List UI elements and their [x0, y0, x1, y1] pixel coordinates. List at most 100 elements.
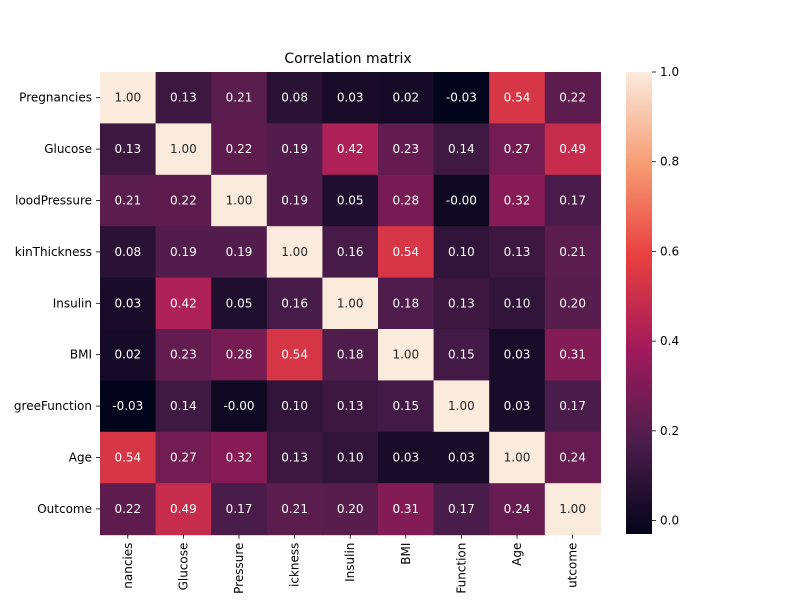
heatmap-cell — [433, 123, 490, 176]
cell-value-label: 0.18 — [392, 296, 419, 310]
heatmap-cell — [266, 72, 323, 124]
cell-value-label: 1.00 — [337, 296, 364, 310]
heatmap-cell — [100, 123, 157, 176]
cell-value-label: -0.00 — [446, 194, 477, 208]
cell-value-label: 0.54 — [281, 348, 308, 362]
heatmap-cell — [489, 72, 546, 124]
col-tick-label: Insulin — [343, 543, 357, 582]
col-tick-labels: nancies Glucose Pressure ickness Insulin BMI F… — [121, 534, 580, 594]
cell-value-label: 0.19 — [170, 245, 197, 259]
row-tick-label: greeFunction — [14, 399, 92, 413]
cell-value-label: 1.00 — [170, 142, 197, 156]
heatmap-cell — [211, 226, 268, 279]
cell-value-label: 0.31 — [392, 502, 419, 516]
heatmap-cell — [322, 483, 379, 536]
cell-value-label: 0.28 — [392, 194, 419, 208]
cell-value-label: 0.17 — [226, 502, 253, 516]
cell-value-label: 0.49 — [170, 502, 197, 516]
heatmap-cell — [100, 226, 157, 279]
heatmap-cell — [211, 72, 268, 124]
cell-value-label: 0.32 — [226, 451, 253, 465]
cell-value-label: 0.13 — [114, 142, 141, 156]
heatmap-cell — [155, 72, 212, 124]
cell-value-label: 0.19 — [226, 245, 253, 259]
col-tick-label: Age — [510, 543, 524, 566]
cell-value-label: 0.05 — [226, 296, 253, 310]
heatmap-cell — [100, 174, 157, 227]
row-tick-label: Age — [69, 451, 92, 465]
heatmap-cell — [211, 483, 268, 536]
cell-value-label: 0.03 — [337, 91, 364, 105]
heatmap-cell — [378, 483, 435, 536]
heatmap-cell — [211, 431, 268, 484]
heatmap-cell — [544, 226, 601, 279]
cell-value-label: 0.22 — [559, 91, 586, 105]
heatmap-cell — [544, 483, 601, 536]
heatmap-cell — [322, 226, 379, 279]
heatmap-cell — [489, 277, 546, 330]
heatmap-cell — [100, 380, 157, 433]
cell-value-label: 0.54 — [114, 451, 141, 465]
heatmap-cell — [155, 431, 212, 484]
heatmap-cell — [433, 431, 490, 484]
heatmap-cell — [378, 174, 435, 227]
heatmap-cell — [155, 277, 212, 330]
cell-value-label: 0.42 — [337, 142, 364, 156]
colorbar-tick-label: 0.0 — [660, 514, 679, 528]
heatmap-cell — [433, 72, 490, 124]
heatmap-cell — [155, 380, 212, 433]
heatmap-cell — [322, 329, 379, 381]
row-tick-label: Insulin — [53, 296, 92, 310]
cell-value-label: 0.05 — [337, 194, 364, 208]
cell-value-label: 0.18 — [337, 348, 364, 362]
cell-value-label: 0.02 — [114, 348, 141, 362]
cell-value-label: 0.21 — [281, 502, 308, 516]
heatmap-cell — [433, 329, 490, 381]
cell-value-label: 1.00 — [281, 245, 308, 259]
col-tick-label: nancies — [121, 543, 135, 589]
heatmap-cell — [544, 174, 601, 227]
heatmap-cell — [322, 174, 379, 227]
heatmap-cell — [155, 329, 212, 381]
heatmap-cell — [489, 431, 546, 484]
cell-value-label: -0.03 — [112, 399, 143, 413]
heatmap-cell — [266, 174, 323, 227]
heatmap-cell — [155, 226, 212, 279]
cell-value-label: 0.03 — [504, 348, 531, 362]
row-tick-label: loodPressure — [15, 194, 92, 208]
heatmap-cell — [378, 380, 435, 433]
heatmap-cell — [155, 123, 212, 176]
cell-value-label: -0.00 — [223, 399, 254, 413]
cell-value-label: 0.23 — [170, 348, 197, 362]
heatmap-cell — [544, 380, 601, 433]
cell-value-label: 0.24 — [504, 502, 531, 516]
cell-value-label: 0.08 — [114, 245, 141, 259]
cell-value-label: 0.13 — [504, 245, 531, 259]
heatmap-cell — [266, 277, 323, 330]
cell-value-label: 0.19 — [281, 142, 308, 156]
cell-value-label: 0.03 — [504, 399, 531, 413]
colorbar-tick-label: 0.6 — [660, 244, 679, 258]
heatmap-cell — [322, 277, 379, 330]
heatmap-cell — [100, 431, 157, 484]
cell-value-label: 0.42 — [170, 296, 197, 310]
heatmap-cell — [211, 329, 268, 381]
heatmap-cell — [433, 277, 490, 330]
chart-title: Correlation matrix — [284, 51, 411, 67]
cell-value-label: 0.13 — [170, 91, 197, 105]
heatmap-cell — [378, 431, 435, 484]
cell-value-label: 0.19 — [281, 194, 308, 208]
heatmap-cell — [322, 72, 379, 124]
col-tick-label: Function — [454, 543, 468, 594]
cell-value-label: 0.10 — [281, 399, 308, 413]
cell-value-label: 0.21 — [226, 91, 253, 105]
cell-value-label: 0.22 — [226, 142, 253, 156]
cell-value-label: 0.20 — [337, 502, 364, 516]
heatmap-cell — [155, 483, 212, 536]
heatmap-cell — [266, 226, 323, 279]
colorbar-gradient — [626, 72, 652, 534]
cell-value-label: 0.10 — [504, 296, 531, 310]
colorbar-tick-label: 0.4 — [660, 334, 679, 348]
cell-value-label: 0.31 — [559, 348, 586, 362]
heatmap-cell — [489, 380, 546, 433]
